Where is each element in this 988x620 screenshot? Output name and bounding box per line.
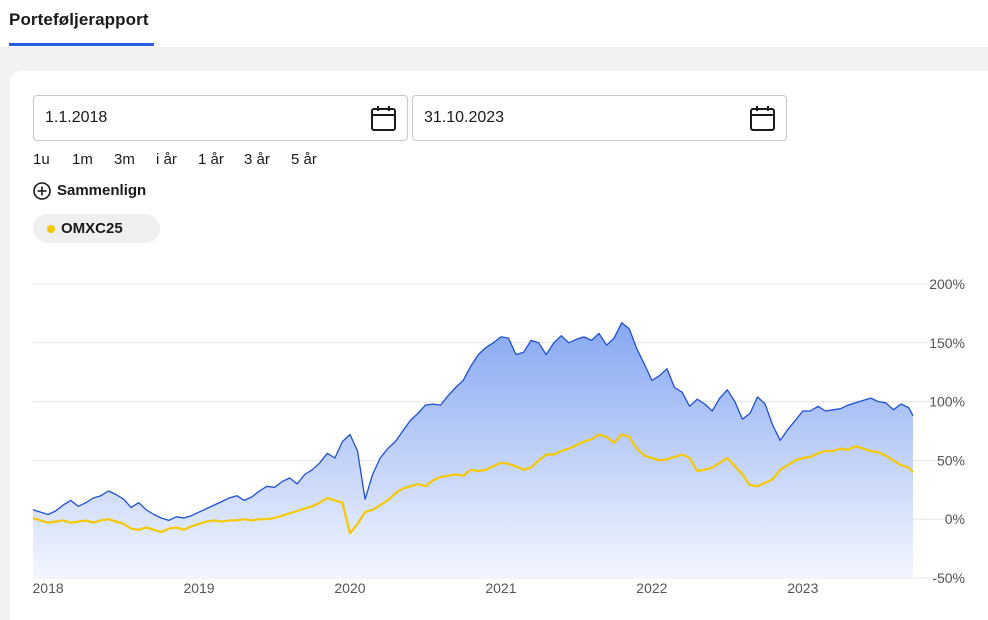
- period-1u-button[interactable]: 1u: [33, 151, 50, 168]
- y-tick-label: -50%: [932, 570, 965, 586]
- date-to-value: 31.10.2023: [424, 109, 505, 126]
- calendar-icon[interactable]: [370, 105, 397, 132]
- tab-portfolio-report[interactable]: Porteføljerapport: [9, 10, 149, 29]
- active-tab-indicator: [9, 43, 154, 46]
- y-tick-label: 150%: [929, 335, 965, 351]
- x-tick-label: 2019: [183, 580, 214, 596]
- omxc25-line: [32, 433, 914, 535]
- portfolio-area: [33, 322, 913, 578]
- compare-label: Sammenlign: [57, 182, 147, 199]
- header-bar: Porteføljerapport: [0, 0, 988, 47]
- period-1m-button[interactable]: 1m: [72, 151, 93, 168]
- period-1y-button[interactable]: 1 år: [198, 151, 224, 168]
- comparison-chip-label: OMXC25: [61, 220, 123, 237]
- period-5y-button[interactable]: 5 år: [291, 151, 317, 168]
- x-tick-label: 2023: [787, 580, 818, 596]
- y-tick-label: 200%: [929, 276, 965, 292]
- period-ytd-button[interactable]: i år: [156, 151, 177, 168]
- date-from-field[interactable]: 1.1.2018: [33, 95, 408, 141]
- x-tick-label: 2022: [636, 580, 667, 596]
- calendar-icon[interactable]: [749, 105, 776, 132]
- x-tick-label: 2020: [334, 580, 365, 596]
- y-tick-label: 0%: [945, 511, 965, 527]
- period-3m-button[interactable]: 3m: [114, 151, 135, 168]
- date-from-value: 1.1.2018: [45, 109, 108, 126]
- period-3y-button[interactable]: 3 år: [244, 151, 270, 168]
- portfolio-line: [32, 322, 914, 522]
- plus-circle-icon: [33, 182, 51, 200]
- y-tick-label: 100%: [929, 394, 965, 410]
- legend-dot-icon: [47, 225, 55, 233]
- date-to-field[interactable]: 31.10.2023: [412, 95, 787, 141]
- x-tick-label: 2021: [485, 580, 516, 596]
- x-tick-label: 2018: [33, 580, 64, 596]
- y-tick-label: 50%: [937, 452, 965, 468]
- comparison-chip[interactable]: OMXC25: [33, 214, 160, 243]
